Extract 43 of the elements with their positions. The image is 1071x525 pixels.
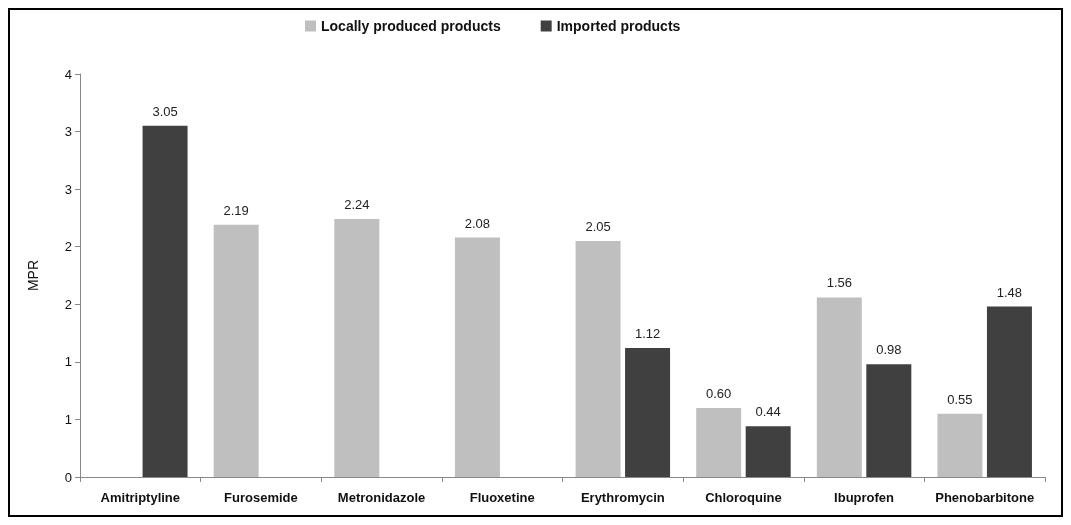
x-tick-label: Chloroquine (705, 490, 782, 505)
data-label: 0.60 (706, 385, 732, 401)
x-tick-label: Fluoxetine (469, 490, 535, 505)
y-tick-label: 3 (64, 124, 72, 140)
x-tick-label: Amitriptyline (100, 490, 181, 505)
bar (816, 297, 862, 477)
x-tick-label: Furosemide (224, 490, 298, 505)
x-tick-label: Phenobarbitone (935, 490, 1035, 505)
legend-label: Locally produced products (321, 18, 501, 34)
data-label: 0.55 (947, 391, 973, 407)
bar (745, 426, 791, 477)
y-tick-label: 3 (64, 181, 72, 197)
data-label: 2.05 (585, 218, 611, 234)
bar (937, 413, 983, 477)
y-tick-label: 2 (64, 296, 72, 312)
y-tick-label: 1 (64, 354, 72, 370)
data-label: 1.56 (826, 275, 852, 291)
x-tick-label: Erythromycin (580, 490, 665, 505)
data-label: 2.24 (344, 197, 370, 213)
bar (454, 237, 500, 477)
y-tick-label: 2 (64, 239, 72, 255)
data-label: 2.19 (223, 202, 249, 218)
bar (625, 348, 671, 477)
bar (213, 224, 259, 477)
bar (986, 306, 1032, 477)
bar (575, 240, 621, 477)
legend-label: Imported products (556, 18, 681, 34)
y-tick-label: 4 (64, 66, 72, 82)
bar (696, 407, 742, 477)
bar (334, 219, 380, 477)
bar (142, 125, 188, 477)
data-label: 2.08 (464, 215, 491, 231)
y-tick-label: 0 (64, 469, 72, 485)
bar (866, 364, 912, 477)
y-tick-label: 1 (64, 411, 72, 427)
data-label: 1.48 (996, 284, 1023, 300)
x-tick-label: Ibuprofen (834, 490, 895, 505)
data-label: 0.44 (755, 404, 781, 420)
x-tick-label: Metronidazole (337, 490, 426, 505)
data-label: 0.98 (876, 342, 902, 358)
y-axis-title: MPR (25, 259, 41, 292)
data-label: 3.05 (152, 103, 178, 119)
data-label: 1.12 (634, 326, 661, 342)
